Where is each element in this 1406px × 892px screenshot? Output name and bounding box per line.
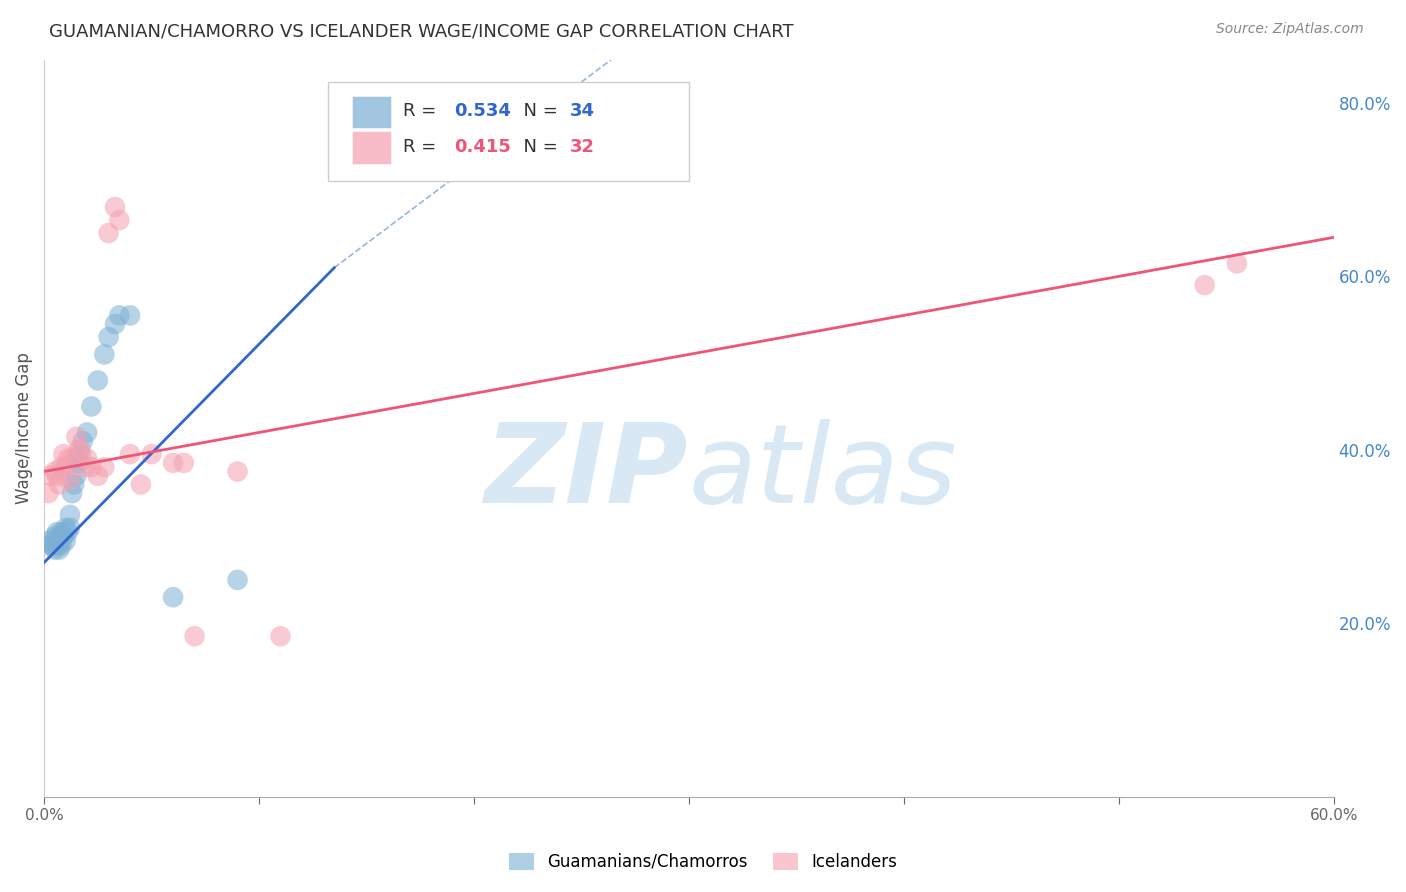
Point: [226, 573, 249, 587]
Point: [270, 629, 292, 643]
Point: [141, 447, 163, 461]
Point: [108, 213, 131, 227]
Point: [60, 486, 83, 500]
Point: [65, 451, 87, 466]
Point: [120, 309, 142, 323]
Point: [80, 460, 103, 475]
Point: [37, 486, 59, 500]
Point: [41, 538, 63, 552]
Point: [48, 529, 70, 543]
Point: [55, 533, 77, 548]
Point: [183, 629, 205, 643]
Point: [73, 460, 96, 475]
Point: [173, 456, 195, 470]
Text: ZIP: ZIP: [485, 419, 689, 526]
Point: [52, 447, 75, 461]
Text: Source: ZipAtlas.com: Source: ZipAtlas.com: [1216, 22, 1364, 37]
Point: [65, 468, 87, 483]
Point: [59, 508, 82, 522]
Point: [1226, 256, 1249, 270]
Text: N =: N =: [512, 103, 564, 120]
Legend: Guamanians/Chamorros, Icelanders: Guamanians/Chamorros, Icelanders: [501, 845, 905, 880]
FancyBboxPatch shape: [353, 131, 391, 163]
Y-axis label: Wage/Income Gap: Wage/Income Gap: [15, 352, 32, 504]
Point: [60, 451, 83, 466]
Point: [69, 442, 91, 457]
Point: [104, 200, 127, 214]
Point: [72, 434, 94, 449]
Point: [51, 538, 73, 552]
Point: [44, 465, 66, 479]
Point: [44, 542, 66, 557]
Point: [120, 447, 142, 461]
Text: R =: R =: [402, 103, 441, 120]
Text: 0.415: 0.415: [454, 137, 510, 155]
Point: [51, 525, 73, 540]
Point: [63, 477, 86, 491]
Text: R =: R =: [402, 137, 441, 155]
Point: [93, 347, 115, 361]
Point: [65, 430, 87, 444]
Point: [108, 309, 131, 323]
Text: 34: 34: [571, 103, 595, 120]
Point: [48, 542, 70, 557]
Point: [67, 456, 90, 470]
Point: [76, 451, 98, 466]
Point: [51, 460, 73, 475]
Point: [93, 460, 115, 475]
Point: [1194, 278, 1216, 293]
Point: [39, 538, 62, 552]
Point: [37, 533, 59, 548]
Point: [97, 330, 120, 344]
Point: [162, 591, 184, 605]
Text: 32: 32: [571, 137, 595, 155]
Point: [87, 374, 110, 388]
Point: [56, 525, 79, 540]
Point: [55, 460, 77, 475]
Text: 0.534: 0.534: [454, 103, 510, 120]
FancyBboxPatch shape: [328, 82, 689, 181]
Point: [46, 468, 69, 483]
Point: [69, 447, 91, 461]
Point: [44, 529, 66, 543]
Text: N =: N =: [512, 137, 564, 155]
Text: GUAMANIAN/CHAMORRO VS ICELANDER WAGE/INCOME GAP CORRELATION CHART: GUAMANIAN/CHAMORRO VS ICELANDER WAGE/INC…: [49, 22, 794, 40]
Point: [48, 477, 70, 491]
Point: [162, 456, 184, 470]
Point: [97, 226, 120, 240]
Point: [76, 425, 98, 440]
Point: [59, 521, 82, 535]
Point: [46, 525, 69, 540]
Point: [80, 400, 103, 414]
Point: [104, 317, 127, 331]
Point: [55, 521, 77, 535]
Point: [87, 468, 110, 483]
Point: [39, 468, 62, 483]
FancyBboxPatch shape: [353, 95, 391, 128]
Point: [46, 538, 69, 552]
Text: atlas: atlas: [689, 419, 957, 526]
Point: [52, 529, 75, 543]
Point: [56, 451, 79, 466]
Point: [129, 477, 152, 491]
Point: [226, 465, 249, 479]
Point: [67, 442, 90, 457]
Point: [59, 473, 82, 487]
